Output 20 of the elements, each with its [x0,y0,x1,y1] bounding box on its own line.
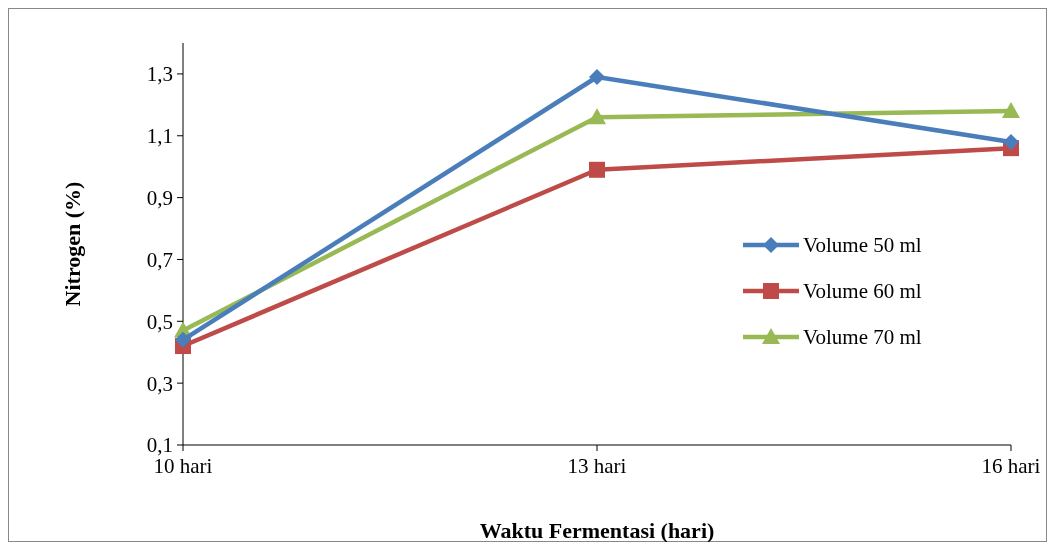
y-axis-title: Nitrogen (%) [60,181,85,307]
legend-label: Volume 50 ml [803,233,922,258]
y-tick-label: 0,3 [146,371,173,396]
y-tick-label: 1,1 [146,124,173,149]
y-tick-label: 1,3 [146,62,173,87]
point [1003,133,1019,150]
point [589,69,605,86]
point [175,331,191,348]
legend-label: Volume 70 ml [803,325,922,350]
y-tick-label: 0,5 [146,309,173,334]
x-tick-label: 13 hari [567,454,627,478]
y-tick-label: 0,1 [146,433,173,458]
y-tick-label: 0,7 [146,247,173,272]
point [1002,102,1020,119]
y-tick-label: 0,9 [146,185,173,210]
legend-label: Volume 60 ml [803,279,922,304]
x-tick-label: 16 hari [981,454,1041,478]
point [589,161,605,178]
x-axis-title: Waktu Fermentasi (hari) [479,518,715,543]
point [588,108,606,125]
